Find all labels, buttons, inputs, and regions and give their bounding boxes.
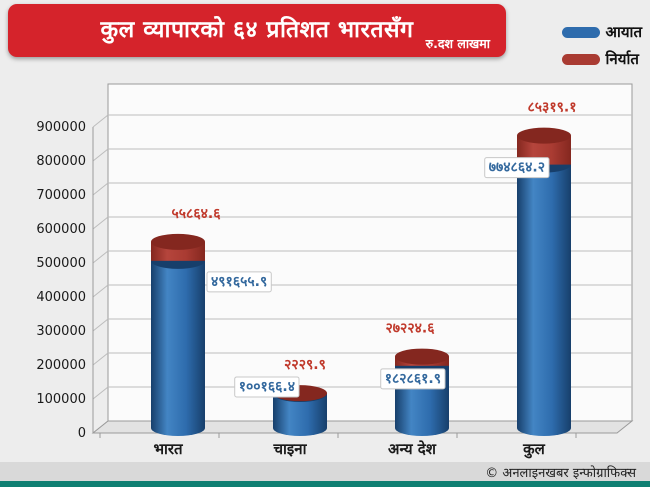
import-color-swatch xyxy=(561,26,600,38)
grid-depth-tick xyxy=(92,284,109,298)
legend-item-export: निर्यात xyxy=(561,49,642,69)
y-axis-label: 300000 xyxy=(36,324,86,339)
grid-depth-tick xyxy=(92,352,109,366)
bar-total: ८५३१९.१ ७७४८६४.२ xyxy=(484,100,577,436)
y-axis-label: 700000 xyxy=(36,188,86,203)
grid-depth-tick xyxy=(92,182,109,196)
export-color-swatch xyxy=(561,53,600,65)
export-top-other-countries xyxy=(395,348,449,365)
export-value-label-total: ८५३१९.१ xyxy=(528,100,577,116)
import-segment-india xyxy=(151,260,205,428)
credit-text: © अनलाइनखबर इन्फोग्राफिक्स xyxy=(485,465,636,481)
export-value-label-china: २२२९.९ xyxy=(284,357,326,373)
export-value-label-other-countries: २७२२४.६ xyxy=(386,321,436,337)
import-segment-total xyxy=(517,164,571,429)
y-axis-label: 900000 xyxy=(36,120,86,135)
grid-depth-tick xyxy=(92,318,109,332)
grid-depth-tick xyxy=(92,250,109,264)
x-axis-label-china: चाइना xyxy=(273,440,308,458)
import-value-label-china: १००१६६.४ xyxy=(239,379,295,395)
grid-depth-tick xyxy=(92,386,109,400)
grid-depth-tick xyxy=(92,114,109,128)
legend: आयात निर्यात xyxy=(561,22,642,76)
y-axis-label: 100000 xyxy=(36,392,86,407)
x-axis-label-total: कुल xyxy=(522,440,546,459)
y-axis-label: 0 xyxy=(78,426,86,441)
x-axis-label-india: भारत xyxy=(153,440,184,458)
footer-bar: © अनलाइनखबर इन्फोग्राफिक्स xyxy=(0,462,650,481)
title-banner: कुल व्यापारको ६४ प्रतिशत भारतसँग रु.दश ल… xyxy=(8,4,506,57)
unit-note: रु.दश लाखमा xyxy=(425,36,490,51)
legend-label-export: निर्यात xyxy=(605,50,639,68)
y-axis-label: 200000 xyxy=(36,358,86,373)
y-axis-label: 500000 xyxy=(36,256,86,271)
import-label-box-total xyxy=(484,157,550,179)
export-top-total xyxy=(517,127,571,144)
grid-depth-tick xyxy=(92,148,109,162)
bar-india: ५५८६४.६ ४९१६५५.९ xyxy=(151,206,272,436)
import-value-label-india: ४९१६५५.९ xyxy=(211,274,267,290)
y-axis-label: 800000 xyxy=(36,154,86,169)
x-axis-label-other-countries: अन्य देश xyxy=(388,440,437,458)
y-axis-label: 400000 xyxy=(36,290,86,305)
legend-item-import: आयात xyxy=(561,22,642,42)
grid-depth-tick xyxy=(92,216,109,230)
import-label-box-india xyxy=(206,271,272,293)
chart-title: कुल व्यापारको ६४ प्रतिशत भारतसँग xyxy=(100,17,414,43)
import-label-box-other-countries xyxy=(380,368,446,390)
import-label-box-china xyxy=(234,376,300,398)
import-value-label-total: ७७४८६४.२ xyxy=(489,160,545,176)
export-value-label-india: ५५८६४.६ xyxy=(172,206,222,222)
bar-other-countries: २७२२४.६ १८२८६१.९ xyxy=(380,321,449,436)
export-top-india xyxy=(151,233,205,250)
import-value-label-other-countries: १८२८६१.९ xyxy=(385,371,441,387)
y-axis-label: 600000 xyxy=(36,222,86,237)
bar-china: २२२९.९ १००१६६.४ xyxy=(234,357,327,436)
legend-label-import: आयात xyxy=(605,23,642,41)
footer-accent-strip xyxy=(0,481,650,487)
